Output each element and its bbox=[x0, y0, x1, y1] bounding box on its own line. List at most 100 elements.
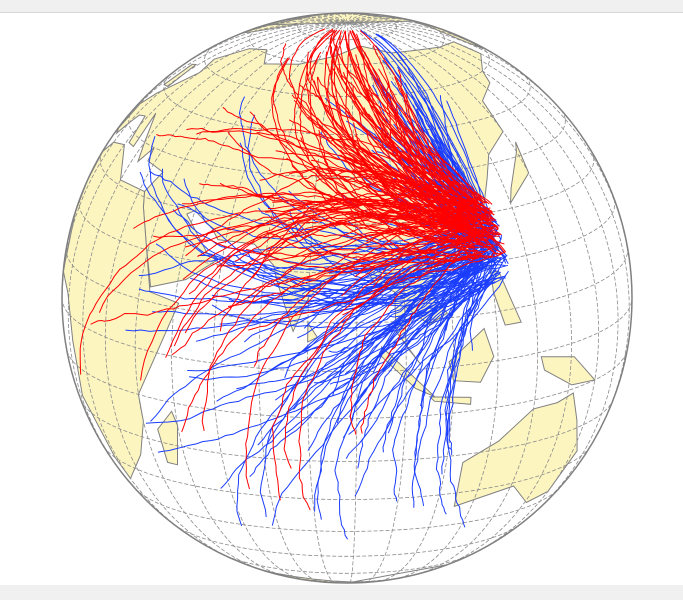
trajectory-blue bbox=[316, 243, 474, 520]
trajectory-red bbox=[288, 168, 494, 220]
trajectory-blue bbox=[235, 254, 491, 295]
meridian-line bbox=[346, 22, 630, 258]
trajectory-blue bbox=[275, 268, 472, 401]
trajectory-red bbox=[330, 194, 466, 211]
trajectory-blue bbox=[152, 275, 507, 316]
trajectory-red bbox=[253, 248, 487, 367]
trajectory-blue bbox=[448, 269, 497, 450]
trajectory-blue bbox=[236, 240, 489, 527]
parallel-line bbox=[221, 553, 473, 574]
globe-outline bbox=[61, 12, 633, 584]
land-borneo bbox=[448, 327, 495, 383]
trajectory-red bbox=[377, 175, 500, 235]
trajectory-blue bbox=[236, 278, 476, 390]
land-philippines bbox=[490, 270, 522, 326]
trajectory-blue bbox=[314, 256, 471, 512]
land-britain bbox=[163, 63, 198, 88]
trajectory-red bbox=[405, 142, 495, 216]
trajectory-blue bbox=[382, 261, 498, 453]
trajectory-red bbox=[339, 30, 477, 204]
meridian-line bbox=[346, 22, 619, 519]
trajectory-red bbox=[201, 220, 479, 432]
trajectory-red bbox=[348, 92, 484, 210]
trajectory-blue bbox=[375, 33, 489, 214]
meridian-line bbox=[82, 22, 348, 538]
trajectory-red bbox=[318, 129, 483, 263]
trajectory-red bbox=[342, 244, 476, 316]
trajectory-red bbox=[315, 176, 476, 219]
trajectory-layer bbox=[79, 28, 509, 540]
meridian-line bbox=[346, 21, 568, 117]
parallel-line bbox=[174, 524, 520, 557]
trajectory-red bbox=[333, 30, 491, 214]
trajectory-red bbox=[268, 199, 485, 225]
trajectory-red bbox=[219, 182, 469, 228]
trajectory-blue bbox=[257, 275, 481, 446]
meridian-line bbox=[346, 17, 420, 24]
trajectory-red bbox=[393, 113, 464, 231]
trajectory-red bbox=[90, 224, 472, 325]
parallel-line bbox=[134, 488, 560, 532]
trajectory-red bbox=[338, 154, 495, 216]
trajectory-blue bbox=[329, 242, 499, 385]
trajectory-blue bbox=[150, 171, 471, 248]
trajectory-red bbox=[345, 39, 486, 208]
trajectory-blue bbox=[377, 33, 502, 240]
trajectory-blue bbox=[145, 281, 496, 424]
trajectory-red bbox=[350, 52, 499, 229]
meridian-line bbox=[62, 22, 348, 330]
trajectory-blue bbox=[360, 29, 482, 211]
trajectory-blue bbox=[435, 262, 482, 515]
meridian-line bbox=[346, 22, 539, 576]
meridian-line bbox=[134, 22, 348, 573]
trajectory-red bbox=[353, 122, 495, 248]
meridian-line bbox=[104, 22, 348, 560]
trajectory-blue bbox=[211, 255, 507, 308]
parallel-line bbox=[66, 350, 628, 419]
land-new-guinea bbox=[540, 356, 596, 386]
trajectory-red bbox=[387, 141, 474, 235]
parallel-line bbox=[65, 247, 629, 324]
trajectory-red bbox=[185, 170, 478, 257]
trajectory-blue bbox=[297, 239, 471, 339]
trajectory-red bbox=[388, 92, 467, 203]
trajectory-blue bbox=[338, 248, 487, 375]
trajectory-blue bbox=[372, 242, 467, 295]
trajectory-red bbox=[353, 168, 471, 230]
trajectory-blue bbox=[138, 230, 477, 277]
trajectory-red bbox=[378, 68, 491, 215]
trajectory-red bbox=[324, 160, 484, 249]
parallel-line bbox=[103, 446, 591, 500]
meridian-line bbox=[171, 22, 348, 577]
trajectory-red bbox=[364, 51, 467, 228]
trajectory-red bbox=[182, 193, 501, 236]
trajectory-red bbox=[344, 32, 477, 205]
trajectory-blue bbox=[285, 258, 476, 434]
trajectory-red bbox=[291, 94, 481, 223]
trajectory-blue bbox=[267, 261, 492, 443]
trajectory-blue bbox=[247, 114, 476, 281]
parallel-line bbox=[62, 297, 632, 373]
land-madagascar bbox=[157, 410, 178, 466]
trajectory-red bbox=[349, 210, 466, 233]
bottom-strip bbox=[0, 585, 683, 600]
trajectory-red bbox=[360, 227, 481, 434]
meridian-line bbox=[346, 22, 407, 583]
trajectory-red bbox=[79, 207, 473, 375]
trajectory-red bbox=[249, 111, 479, 254]
parallel-line bbox=[80, 399, 614, 462]
trajectory-red bbox=[408, 150, 487, 204]
trajectory-red bbox=[378, 214, 487, 241]
trajectory-blue bbox=[349, 271, 501, 418]
meridian-line bbox=[346, 22, 573, 569]
trajectory-red bbox=[305, 29, 457, 205]
land-australia bbox=[453, 392, 578, 508]
trajectory-red bbox=[349, 249, 478, 435]
meridian-line bbox=[212, 22, 348, 581]
trajectory-red bbox=[363, 107, 470, 215]
trajectory-red bbox=[333, 29, 482, 203]
meridian-line bbox=[317, 13, 348, 24]
trajectory-red bbox=[309, 28, 490, 221]
trajectory-blue bbox=[392, 266, 478, 502]
